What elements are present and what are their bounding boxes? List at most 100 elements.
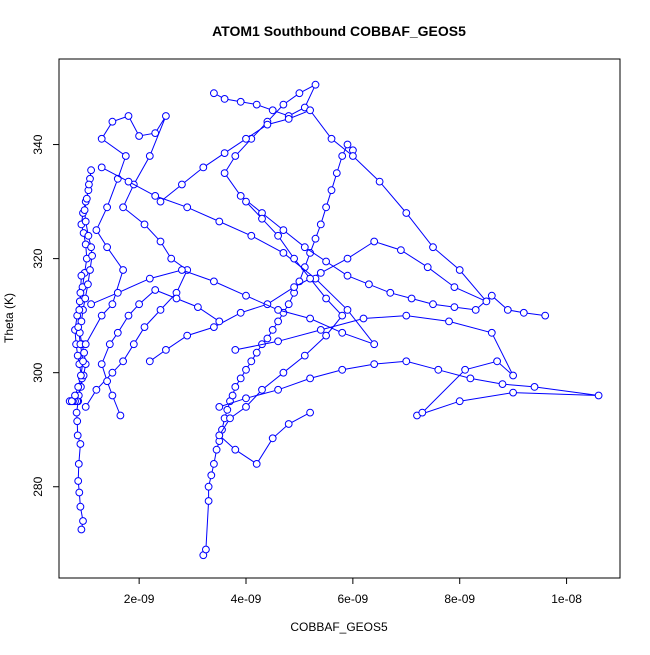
data-point (231, 152, 240, 160)
data-point (236, 192, 245, 200)
data-point (231, 383, 240, 391)
data-point (242, 291, 250, 300)
data-point (80, 206, 89, 215)
data-point (343, 271, 352, 280)
data-point (85, 180, 93, 189)
x-axis: 2e-09 4e-09 6e-09 8e-09 1e-08 (124, 578, 582, 606)
data-point (423, 263, 432, 272)
data-point (162, 346, 170, 354)
data-point (402, 311, 411, 320)
data-point (103, 203, 111, 212)
data-point (172, 294, 181, 303)
data-point (202, 545, 210, 554)
data-point (97, 163, 106, 172)
data-point (73, 431, 82, 440)
data-point (370, 237, 379, 246)
data-point (503, 306, 512, 314)
data-point (365, 280, 373, 289)
data-point (231, 346, 240, 354)
series-4 (210, 80, 550, 320)
data-point (466, 374, 475, 383)
data-point (77, 271, 86, 280)
data-point (386, 288, 395, 297)
data-point (338, 365, 347, 374)
data-point (461, 365, 470, 374)
data-point (434, 365, 443, 374)
data-point (311, 80, 320, 89)
data-point (482, 297, 491, 306)
data-point (455, 397, 464, 406)
data-point (274, 317, 283, 326)
x-axis-label: COBBAF_GEOS5 (290, 620, 388, 634)
data-point (258, 385, 266, 394)
data-point (76, 288, 85, 297)
plot-frame (58, 58, 621, 579)
data-point (397, 246, 405, 255)
data-point (343, 140, 352, 149)
data-point (87, 166, 95, 175)
data-point (145, 152, 154, 160)
data-point (332, 169, 341, 178)
data-point (322, 203, 331, 212)
data-point (375, 177, 384, 186)
data-point (594, 391, 603, 400)
data-point (74, 460, 83, 468)
data-point (151, 129, 160, 138)
data-point (322, 331, 331, 340)
series-9 (97, 286, 224, 420)
x-tick-label: 1e-08 (551, 592, 582, 606)
data-point (84, 231, 93, 240)
data-point (167, 254, 176, 263)
data-point (263, 120, 272, 129)
data-point (74, 383, 83, 391)
data-point (121, 152, 130, 160)
data-point (194, 303, 202, 312)
data-point (178, 180, 186, 189)
data-point (338, 152, 347, 160)
data-point (279, 368, 288, 377)
data-point (487, 291, 496, 300)
series-1 (65, 166, 96, 534)
data-point (97, 134, 106, 143)
data-point (156, 197, 165, 206)
data-point (74, 477, 83, 485)
data-point (215, 217, 224, 226)
data-point (231, 445, 240, 454)
data-point (210, 89, 218, 98)
data-point (81, 294, 90, 303)
data-point (359, 314, 368, 323)
y-axis: 280 300 320 340 (31, 134, 59, 497)
series-line (149, 109, 487, 362)
data-point (455, 266, 464, 274)
data-point (306, 408, 315, 417)
series-layer (65, 80, 603, 560)
x-tick-label: 2e-09 (124, 592, 155, 606)
data-point (223, 405, 232, 414)
data-point (306, 314, 315, 323)
data-point (263, 334, 272, 343)
data-point (67, 397, 76, 406)
data-point (279, 226, 288, 235)
data-point (327, 186, 336, 195)
data-point (87, 243, 95, 252)
data-point (247, 231, 256, 240)
data-point (103, 377, 111, 386)
data-point (119, 357, 127, 366)
data-point (129, 340, 138, 349)
data-point (530, 383, 539, 391)
data-point (220, 149, 229, 158)
data-point (88, 251, 96, 260)
data-point (84, 280, 92, 289)
data-point (306, 374, 315, 383)
data-point (279, 249, 288, 257)
data-point (274, 306, 283, 314)
data-point (450, 303, 459, 312)
data-point (519, 308, 528, 317)
data-point (402, 357, 411, 366)
data-point (268, 326, 277, 334)
data-point (81, 217, 90, 226)
data-point (322, 257, 331, 266)
series-6 (145, 106, 491, 366)
data-point (124, 311, 133, 320)
